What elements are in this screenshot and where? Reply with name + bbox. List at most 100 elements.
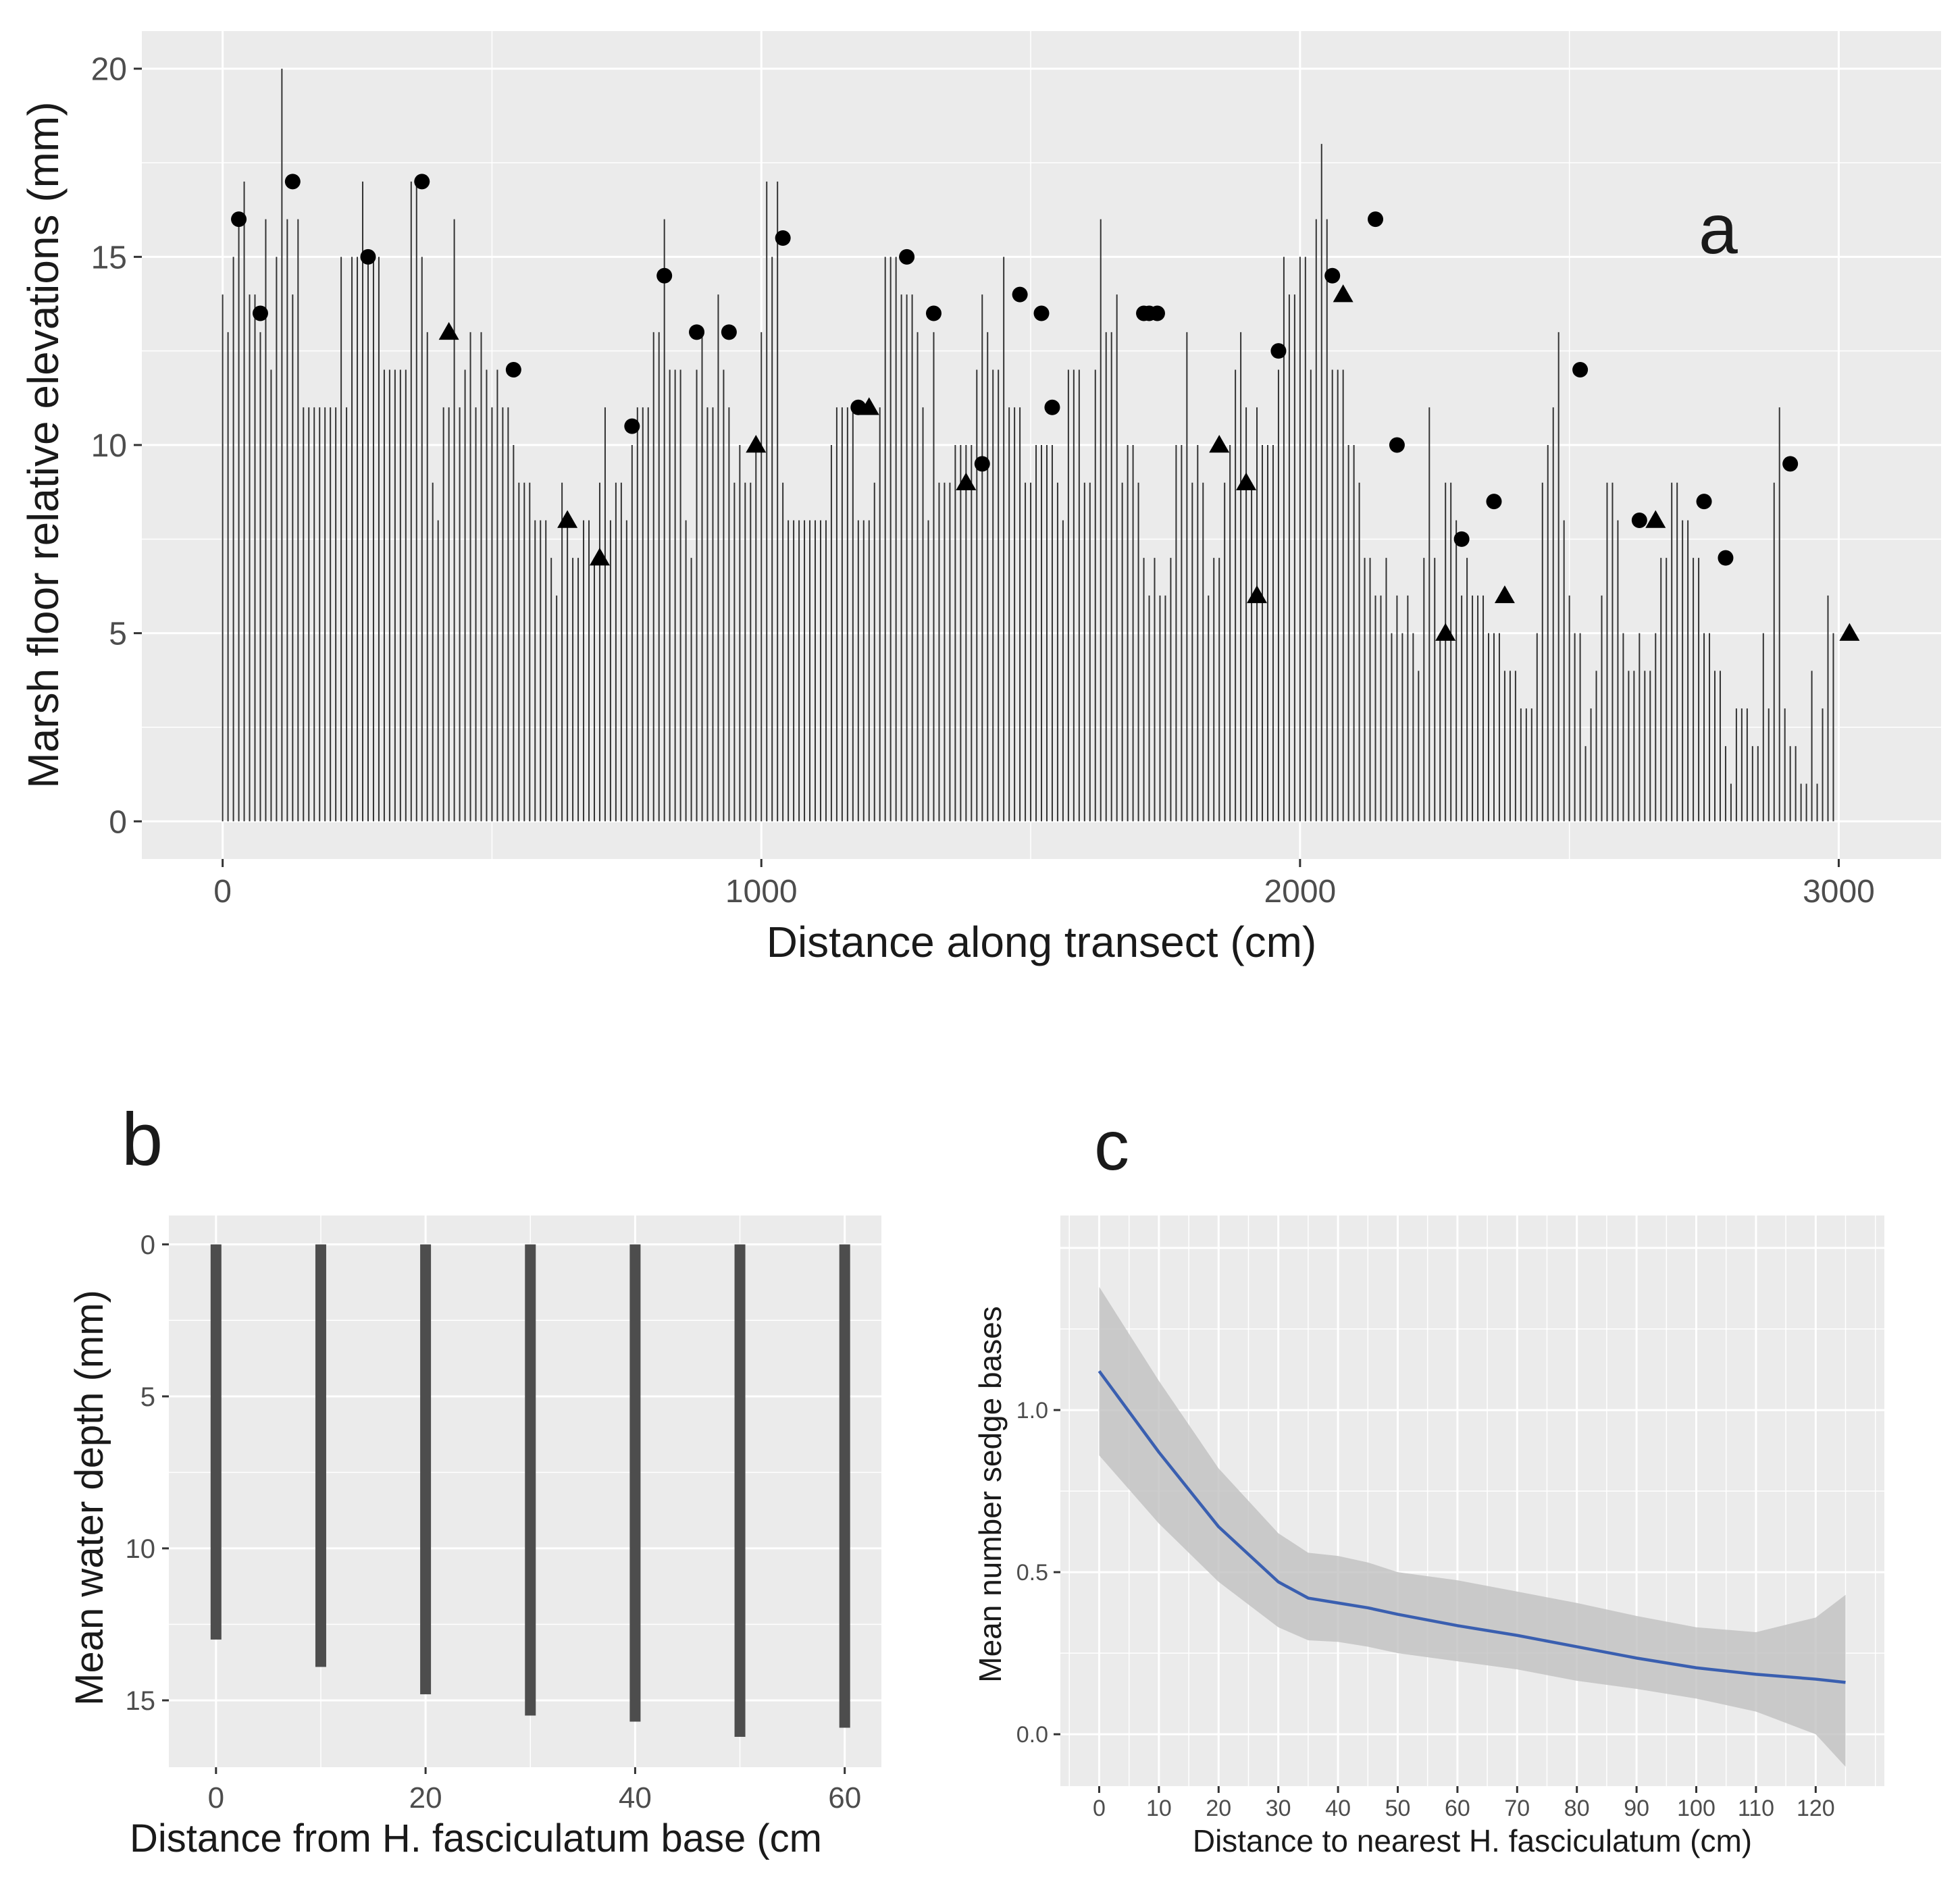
panel-b-y-tick-label: 10 xyxy=(126,1534,156,1564)
panel-c-x-tick-label: 90 xyxy=(1624,1796,1649,1821)
panel-a-marker-triangle xyxy=(438,321,459,340)
panel-c-y-tick-label: 1.0 xyxy=(1016,1398,1048,1424)
panel-a-marker-circle xyxy=(1453,531,1470,547)
panel-b-x-tick-label: 60 xyxy=(828,1781,861,1814)
panel-a-marker-triangle xyxy=(589,548,610,566)
panel-a-marker-circle xyxy=(1718,550,1734,566)
panel-a-marker-triangle xyxy=(557,510,578,528)
panel-c-confidence-ribbon xyxy=(1099,1286,1846,1767)
panel-a-y-tick-label: 0 xyxy=(109,804,127,840)
panel-a-y-tick-label: 10 xyxy=(91,428,127,464)
panel-b-y-tick-label: 5 xyxy=(140,1382,155,1412)
panel-b-y-tick-label: 15 xyxy=(126,1686,156,1716)
panel-a-marker-circle xyxy=(252,305,268,321)
panel-a-marker-circle xyxy=(1044,399,1060,415)
panel-a-x-tick-label: 0 xyxy=(213,874,232,910)
panel-a-marker-circle xyxy=(1486,494,1502,510)
panel-a-marker-circle xyxy=(1631,512,1647,528)
panel-a-marker-circle xyxy=(1149,305,1165,321)
panel-b-x-tick-label: 40 xyxy=(619,1781,652,1814)
panel-a-x-ticks: 0 1000 2000 3000 xyxy=(213,859,1875,910)
panel-b: 0 5 10 15 0 20 40 60 b Distance from H. fascic… xyxy=(68,1098,881,1860)
panel-c-y-tick-label: 0.5 xyxy=(1016,1560,1048,1586)
panel-a-label: a xyxy=(1699,190,1738,269)
panel-a-y-tick-label: 20 xyxy=(91,52,127,88)
panel-a-x-axis-title: Distance along transect (cm) xyxy=(767,918,1317,966)
panel-a-marker-circle xyxy=(1324,267,1341,284)
panel-c-y-axis-title: Mean number sedge bases xyxy=(973,1306,1008,1682)
panel-c-label: c xyxy=(1094,1107,1129,1185)
panel-a-marker-circle xyxy=(1389,437,1405,453)
panel-a-marker-triangle xyxy=(1645,510,1666,528)
panel-a-x-tick-label: 3000 xyxy=(1803,874,1875,910)
panel-a-marker-triangle xyxy=(1209,435,1230,453)
panel-c-smooth-line xyxy=(1098,1370,1846,1684)
panel-a-marker-circle xyxy=(1368,211,1384,228)
panel-a-marker-circle xyxy=(899,249,915,265)
panel-a-marker-circle xyxy=(656,267,673,284)
panel-a-marker-circle xyxy=(360,249,376,265)
panel-a-marker-circle xyxy=(925,305,942,321)
panel-a-marker-triangle xyxy=(746,435,767,453)
panel-a-x-tick-label: 2000 xyxy=(1264,874,1336,910)
panel-c: 0.0 0.5 1.0 0 10 20 30 40 50 60 70 80 90 100 110 120 c… xyxy=(973,1107,1884,1858)
panel-b-bar xyxy=(420,1244,432,1694)
panel-a-marker-triangle xyxy=(1333,284,1353,303)
panel-a-marker-triangle xyxy=(1494,585,1515,604)
panel-c-x-tick-label: 0 xyxy=(1093,1796,1106,1821)
panel-b-bar xyxy=(210,1244,222,1640)
panel-c-x-tick-label: 120 xyxy=(1797,1796,1835,1821)
panel-c-series xyxy=(1098,1370,1846,1684)
panel-a-marker-triangle xyxy=(1435,623,1456,641)
panel-b-x-tick-label: 0 xyxy=(208,1781,224,1814)
panel-a-marker-circle xyxy=(775,230,791,246)
panel-b-x-axis-title: Distance from H. fasciculatum base (cm xyxy=(130,1817,822,1860)
panel-b-y-axis-title: Mean water depth (mm) xyxy=(68,1290,111,1706)
panel-c-x-tick-label: 40 xyxy=(1325,1796,1351,1821)
panel-a-marker-circle xyxy=(721,324,737,340)
panel-c-y-tick-label: 0.0 xyxy=(1016,1722,1048,1748)
panel-a-marker-circle xyxy=(1270,343,1287,359)
panel-c-x-tick-label: 60 xyxy=(1445,1796,1470,1821)
panel-b-bar xyxy=(839,1244,850,1728)
panel-c-x-tick-label: 110 xyxy=(1738,1796,1774,1821)
panel-a-marker-triangle xyxy=(1839,623,1860,641)
panel-c-x-tick-label: 30 xyxy=(1266,1796,1291,1821)
panel-a-marker-circle xyxy=(414,174,430,190)
panel-a: 0 5 10 15 20 0 1000 2000 3000 a Distance along … xyxy=(19,31,1941,966)
panel-b-bar xyxy=(315,1244,326,1667)
panel-b-x-tick-label: 20 xyxy=(409,1781,442,1814)
panel-c-x-tick-label: 80 xyxy=(1564,1796,1590,1821)
panel-a-marker-circle xyxy=(624,418,640,434)
panel-c-x-tick-label: 10 xyxy=(1146,1796,1172,1821)
panel-a-y-tick-label: 15 xyxy=(91,240,127,276)
panel-b-label: b xyxy=(122,1098,163,1181)
panel-a-y-axis-title: Marsh floor relative elevations (mm) xyxy=(19,101,68,788)
panel-c-x-tick-label: 70 xyxy=(1504,1796,1530,1821)
panel-a-marker-circle xyxy=(974,456,990,472)
panel-a-marker-circle xyxy=(1696,494,1712,510)
panel-c-x-ticks: 0 10 20 30 40 50 60 70 80 90 100 110 120 xyxy=(1093,1786,1835,1821)
panel-a-marker-triangle xyxy=(1236,472,1257,490)
panel-b-bar xyxy=(629,1244,641,1722)
panel-b-bars xyxy=(210,1244,850,1737)
panel-a-y-ticks: 0 5 10 15 20 xyxy=(91,52,142,840)
panel-a-x-tick-label: 1000 xyxy=(725,874,798,910)
panel-a-marker-circle xyxy=(1012,286,1028,303)
panel-b-bar xyxy=(525,1244,536,1716)
panel-b-y-tick-label: 0 xyxy=(140,1230,155,1260)
panel-a-marker-circle xyxy=(1572,362,1589,378)
panel-b-bar xyxy=(734,1244,746,1737)
panel-a-marker-triangle xyxy=(1247,585,1268,604)
panel-a-y-tick-label: 5 xyxy=(109,617,127,652)
panel-a-bars xyxy=(222,68,1834,822)
panel-c-x-tick-label: 50 xyxy=(1385,1796,1411,1821)
panel-c-x-tick-label: 100 xyxy=(1677,1796,1716,1821)
panel-a-marker-circle xyxy=(231,211,247,228)
panel-a-marker-circle xyxy=(284,174,301,190)
panel-b-y-ticks: 0 5 10 15 xyxy=(126,1230,169,1716)
panel-a-marker-circle xyxy=(505,362,521,378)
panel-a-marker-circle xyxy=(689,324,705,340)
panel-c-x-tick-label: 20 xyxy=(1206,1796,1231,1821)
